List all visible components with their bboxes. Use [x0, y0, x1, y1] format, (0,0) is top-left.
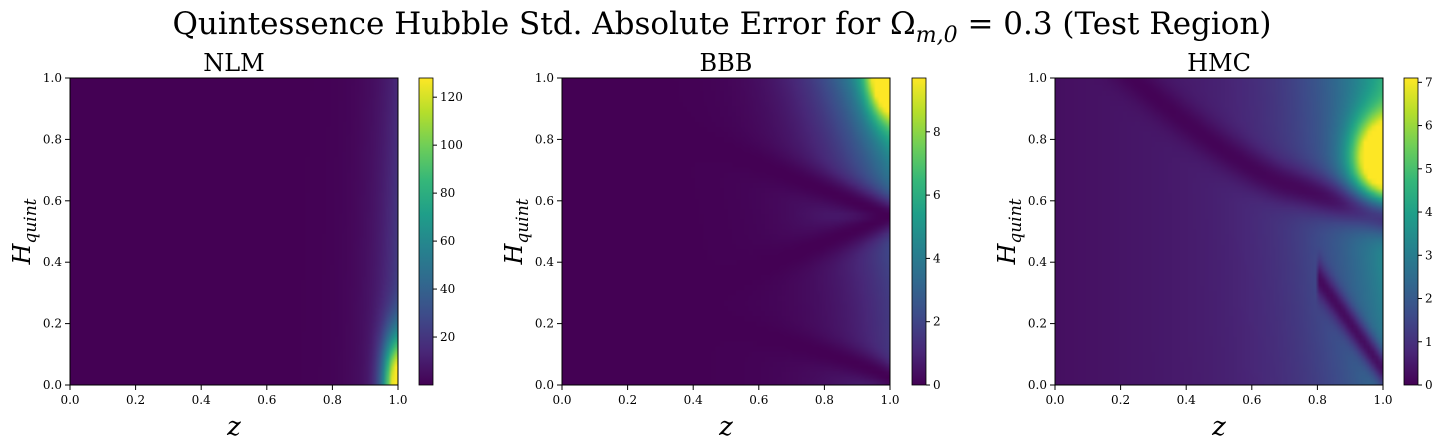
- y-tick-label: 0.2: [535, 317, 554, 331]
- x-axis-label: z: [226, 412, 241, 442]
- x-tick-label: 1.0: [880, 393, 899, 407]
- x-tick-label: 0.2: [1111, 393, 1130, 407]
- heatmap-panel-hmc: HMC 0.0 0.2 0.4 0.6 0.8 1.0 0.0 0.2 0.4 0.6 0.8 1.0 z…: [993, 49, 1433, 442]
- panel-title: BBB: [700, 49, 753, 77]
- y-tick-label: 0.6: [1028, 194, 1047, 208]
- heatmap-panel-nlm: NLM 0.0 0.2 0.4 0.6 0.8 1.0 0.0 0.2 0.4 0.6 0.8 1.0 z…: [8, 49, 463, 442]
- colorbar-tick-label: 120: [440, 90, 463, 104]
- y-tick-label: 0.4: [535, 255, 554, 269]
- colorbar: [1403, 77, 1419, 386]
- y-axis-label: Hquint: [8, 198, 41, 265]
- x-tick-label: 0.0: [552, 393, 571, 407]
- colorbar-tick-label: 80: [440, 186, 455, 200]
- colorbar-tick-label: 40: [440, 282, 455, 296]
- x-tick-label: 0.2: [126, 393, 145, 407]
- colorbar-tick-label: 4: [933, 251, 941, 265]
- plot-frame: [561, 77, 891, 386]
- y-tick-label: 0.2: [1028, 317, 1047, 331]
- colorbar-tick-label: 3: [1425, 248, 1433, 262]
- heatmap-image: [1055, 78, 1383, 385]
- y-tick-label: 0.0: [43, 378, 62, 392]
- x-tick-label: 0.6: [749, 393, 768, 407]
- y-tick-label: 0.6: [535, 194, 554, 208]
- y-tick-label: 0.8: [1028, 132, 1047, 146]
- colorbar: [911, 77, 927, 386]
- y-tick-label: 0.0: [535, 378, 554, 392]
- colorbar-tick-label: 2: [933, 315, 941, 329]
- panel-title: HMC: [1187, 49, 1251, 77]
- x-tick-label: 0.4: [192, 393, 211, 407]
- colorbar-tick-label: 0: [1425, 378, 1433, 392]
- y-tick-label: 0.4: [43, 255, 62, 269]
- colorbar-tick-label: 5: [1425, 162, 1433, 176]
- colorbar-tick-label: 1: [1425, 335, 1433, 349]
- heatmap-image: [562, 78, 890, 385]
- y-tick-label: 1.0: [535, 71, 554, 85]
- y-tick-label: 0.0: [1028, 378, 1047, 392]
- heatmap-image: [70, 78, 398, 385]
- colorbar-tick-label: 100: [440, 138, 463, 152]
- heatmap-panel-bbb: BBB 0.0 0.2 0.4 0.6 0.8 1.0 0.0 0.2 0.4 0.6 0.8 1.0 z…: [500, 49, 941, 442]
- x-axis-label: z: [718, 412, 733, 442]
- x-tick-label: 0.6: [257, 393, 276, 407]
- x-tick-label: 0.2: [618, 393, 637, 407]
- colorbar-tick-label: 8: [933, 125, 941, 139]
- y-tick-label: 0.2: [43, 317, 62, 331]
- colorbar-tick-label: 6: [1425, 119, 1433, 133]
- y-tick-label: 1.0: [1028, 71, 1047, 85]
- colorbar-tick-label: 6: [933, 188, 941, 202]
- colorbar: [418, 77, 434, 386]
- colorbar-tick-label: 7: [1425, 75, 1433, 89]
- x-tick-label: 1.0: [388, 393, 407, 407]
- x-tick-label: 0.8: [323, 393, 342, 407]
- x-tick-label: 1.0: [1373, 393, 1392, 407]
- y-tick-label: 0.8: [43, 132, 62, 146]
- y-tick-label: 0.6: [43, 194, 62, 208]
- colorbar-tick-label: 2: [1425, 292, 1433, 306]
- figure-title: Quintessence Hubble Std. Absolute Error …: [172, 6, 1271, 48]
- y-tick-label: 1.0: [43, 71, 62, 85]
- y-axis-label: Hquint: [500, 198, 533, 265]
- panel-title: NLM: [203, 49, 265, 77]
- x-tick-label: 0.4: [684, 393, 703, 407]
- x-tick-label: 0.8: [1308, 393, 1327, 407]
- colorbar-tick-label: 20: [440, 330, 455, 344]
- x-tick-label: 0.4: [1177, 393, 1196, 407]
- plot-frame: [69, 77, 399, 386]
- x-tick-label: 0.6: [1242, 393, 1261, 407]
- y-tick-label: 0.8: [535, 132, 554, 146]
- x-tick-label: 0.0: [60, 393, 79, 407]
- y-axis-label: Hquint: [993, 198, 1026, 265]
- plot-frame: [1054, 77, 1384, 386]
- colorbar-tick-label: 0: [933, 378, 941, 392]
- y-tick-label: 0.4: [1028, 255, 1047, 269]
- x-axis-label: z: [1211, 412, 1226, 442]
- colorbar-tick-label: 4: [1425, 205, 1433, 219]
- colorbar-tick-label: 60: [440, 234, 455, 248]
- x-tick-label: 0.8: [815, 393, 834, 407]
- x-tick-label: 0.0: [1045, 393, 1064, 407]
